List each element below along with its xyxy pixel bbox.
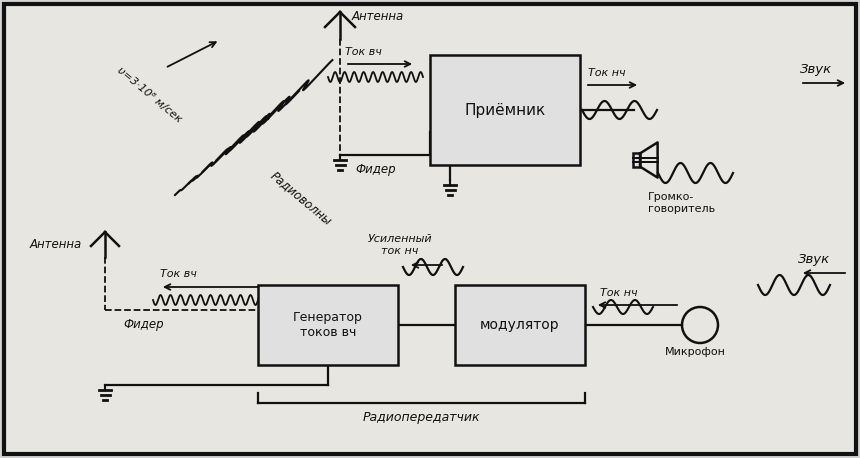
Bar [455, 285, 585, 365]
Text: Громко-
говоритель: Громко- говоритель [648, 192, 716, 213]
Bar [430, 55, 580, 165]
Text: Радиопередатчик: Радиопередатчик [363, 411, 480, 424]
Bar [634, 153, 640, 167]
Text: Антенна: Антенна [30, 238, 83, 251]
Text: Ток нч: Ток нч [600, 288, 637, 298]
Text: Ток вч: Ток вч [160, 269, 197, 279]
Text: Звук: Звук [800, 64, 832, 76]
Text: Фидер: Фидер [123, 318, 163, 331]
Text: Ток нч: Ток нч [588, 68, 625, 78]
Text: Фидер: Фидер [355, 163, 396, 176]
Text: Радиоволны: Радиоволны [268, 169, 335, 227]
Text: Приёмник: Приёмник [464, 103, 545, 118]
Bar [258, 285, 398, 365]
Text: Ток вч: Ток вч [345, 47, 382, 57]
Text: модулятор: модулятор [480, 318, 560, 332]
Text: Звук: Звук [798, 253, 830, 267]
Text: Генератор
токов вч: Генератор токов вч [293, 311, 363, 339]
Text: υ=3·10⁸ м/сек: υ=3·10⁸ м/сек [115, 65, 183, 125]
Text: Усиленный
ток нч: Усиленный ток нч [368, 234, 433, 256]
Text: Антенна: Антенна [352, 10, 404, 23]
Text: Микрофон: Микрофон [665, 347, 726, 357]
